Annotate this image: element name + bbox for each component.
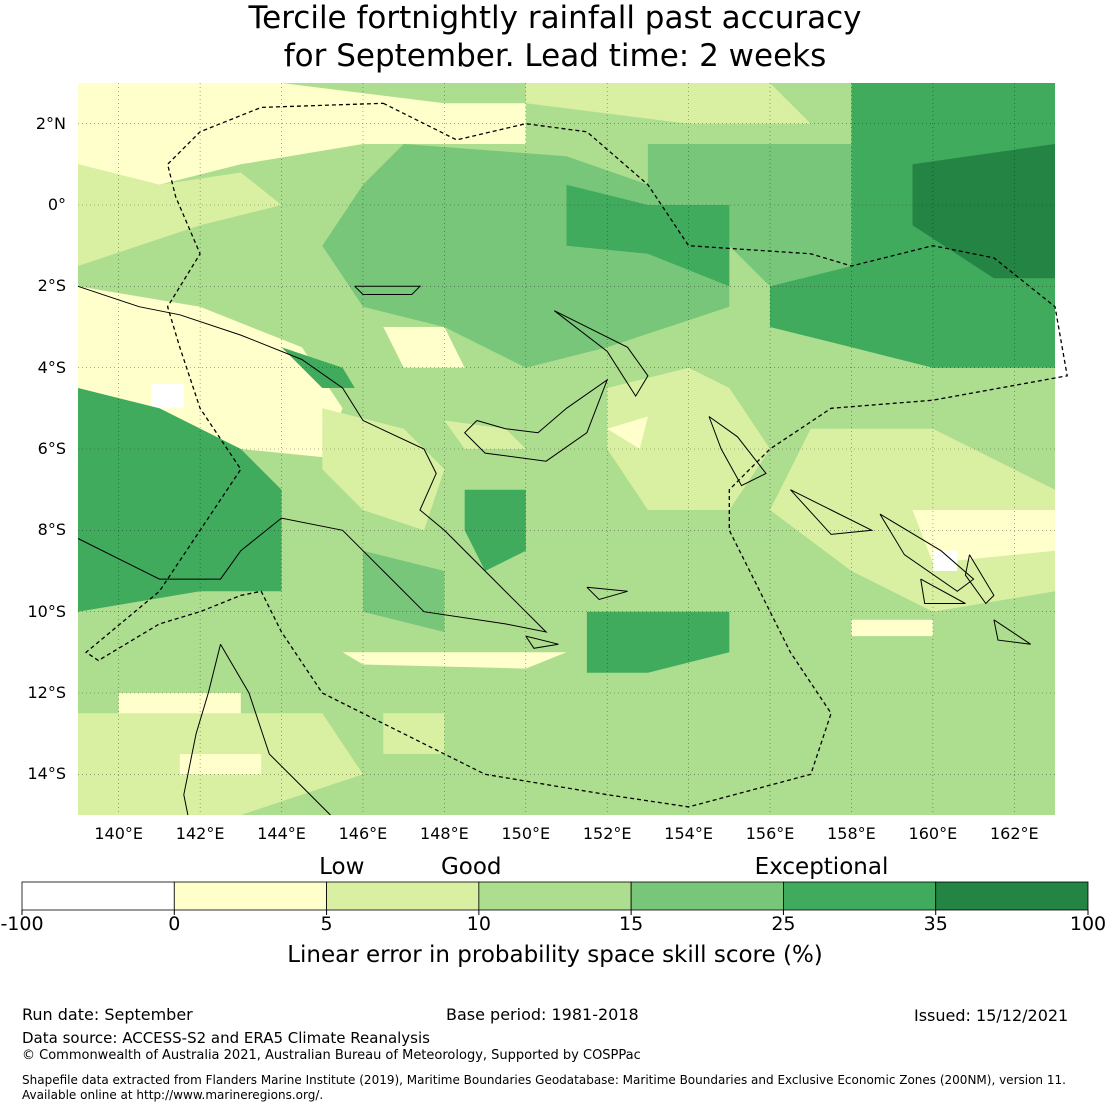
skill-field-high <box>566 184 730 287</box>
skill-field-none <box>151 383 184 409</box>
map-title-line-2: for September. Lead time: 2 weeks <box>283 38 827 74</box>
coastline <box>920 578 966 604</box>
longitude-label: 148°E <box>420 824 469 843</box>
longitude-label: 150°E <box>501 824 551 843</box>
coastline <box>708 416 767 487</box>
latitude-label: 4°S <box>37 357 66 377</box>
category-label-low: Low <box>319 854 365 880</box>
skill-field-low <box>179 754 262 775</box>
data-source: Data source: ACCESS-S2 and ERA5 Climate … <box>22 1029 430 1047</box>
copyright-notice: © Commonwealth of Australia 2021, Austra… <box>22 1048 641 1063</box>
coastline <box>993 619 1031 645</box>
coastline <box>463 378 609 462</box>
category-label-good: Good <box>440 854 502 880</box>
issued-date: Issued: 15/12/2021 <box>914 1006 1069 1025</box>
skill-field-high <box>464 489 526 571</box>
skill-field-low <box>912 510 1055 563</box>
latitude-label: 14°S <box>27 764 66 784</box>
longitude-label: 152°E <box>582 824 632 843</box>
skill-field-low <box>383 327 465 368</box>
skill-field-low <box>78 83 526 185</box>
colorbar-segment-good <box>478 881 632 911</box>
coastline <box>77 285 548 633</box>
skill-field-low <box>851 619 933 637</box>
longitude-label: 162°E <box>989 824 1039 843</box>
skill-field-high <box>586 611 730 673</box>
latitude-label: 12°S <box>27 683 66 702</box>
longitude-label: 140°E <box>94 824 144 843</box>
skill-field-very-good <box>647 144 852 287</box>
eez-boundary <box>85 102 1068 808</box>
shapefile-url: Available online at http://www.marinereg… <box>22 1088 324 1102</box>
category-label-exceptional: Exceptional <box>754 854 889 880</box>
skill-field-fair <box>383 713 445 754</box>
latitude-label: 10°S <box>27 601 66 621</box>
coastline <box>525 635 559 649</box>
colorbar-tick-label: 5 <box>320 913 333 935</box>
skill-field-low <box>607 416 648 449</box>
colorbar-tick-label: 0 <box>168 913 181 935</box>
skill-field-fair <box>78 164 282 266</box>
skill-field-fair <box>525 83 811 124</box>
skill-field-fair <box>444 420 526 449</box>
longitude-label: 146°E <box>338 824 388 843</box>
longitude-label: 156°E <box>745 824 795 843</box>
coastline <box>354 285 422 295</box>
skill-field-low <box>342 652 567 669</box>
coastline <box>220 643 331 816</box>
colorbar-tick-label: 10 <box>466 913 491 935</box>
longitude-label: 144°E <box>257 824 306 843</box>
skill-field-low <box>78 286 343 458</box>
colorbar-tick-label: 100 <box>1069 913 1107 935</box>
colorbar-segment-low <box>173 881 327 911</box>
shapefile-credit: Shapefile data extracted from Flanders M… <box>22 1073 1066 1087</box>
coastline <box>553 310 649 398</box>
colorbar-segment-exceptional <box>935 881 1089 911</box>
coastline <box>183 644 221 816</box>
longitude-label: 160°E <box>908 824 958 843</box>
coastline <box>964 554 995 605</box>
colorbar-tick-label: 25 <box>771 913 796 935</box>
colorbar-segment-fair <box>326 881 480 911</box>
skill-field-fair <box>322 408 445 531</box>
colorbar-tick-label: 15 <box>619 913 644 935</box>
skill-field-fair <box>607 367 770 510</box>
colorbar-segment-none <box>21 881 175 911</box>
latitude-label: 0° <box>47 195 66 214</box>
coastline <box>790 489 874 535</box>
colorbar-segment-very-good <box>630 881 784 911</box>
skill-field-exceptional <box>912 144 1055 279</box>
colorbar-segment-high <box>783 881 937 911</box>
longitude-label: 142°E <box>175 824 225 843</box>
skill-score-map <box>77 83 1068 816</box>
colorbar-tick-label: -100 <box>0 913 44 935</box>
skill-field-fair <box>770 428 1055 612</box>
skill-field-none <box>932 550 958 571</box>
coastline <box>586 586 628 601</box>
longitude-label: 158°E <box>827 824 876 843</box>
longitude-label: 154°E <box>664 824 713 843</box>
colorbar-label: Linear error in probability space skill … <box>287 942 823 968</box>
run-date: Run date: September <box>22 1005 193 1024</box>
colorbar-tick-label: 35 <box>923 913 948 935</box>
latitude-label: 6°S <box>37 439 66 458</box>
latitude-label: 8°S <box>37 520 66 540</box>
map-title-line-1: Tercile fortnightly rainfall past accura… <box>248 0 862 36</box>
base-period: Base period: 1981-2018 <box>446 1005 639 1024</box>
latitude-label: 2°S <box>37 276 66 296</box>
skill-field-good <box>688 713 1055 815</box>
latitude-label: 2°N <box>35 113 66 133</box>
skill-field-high <box>78 388 282 612</box>
coastline <box>879 513 975 592</box>
